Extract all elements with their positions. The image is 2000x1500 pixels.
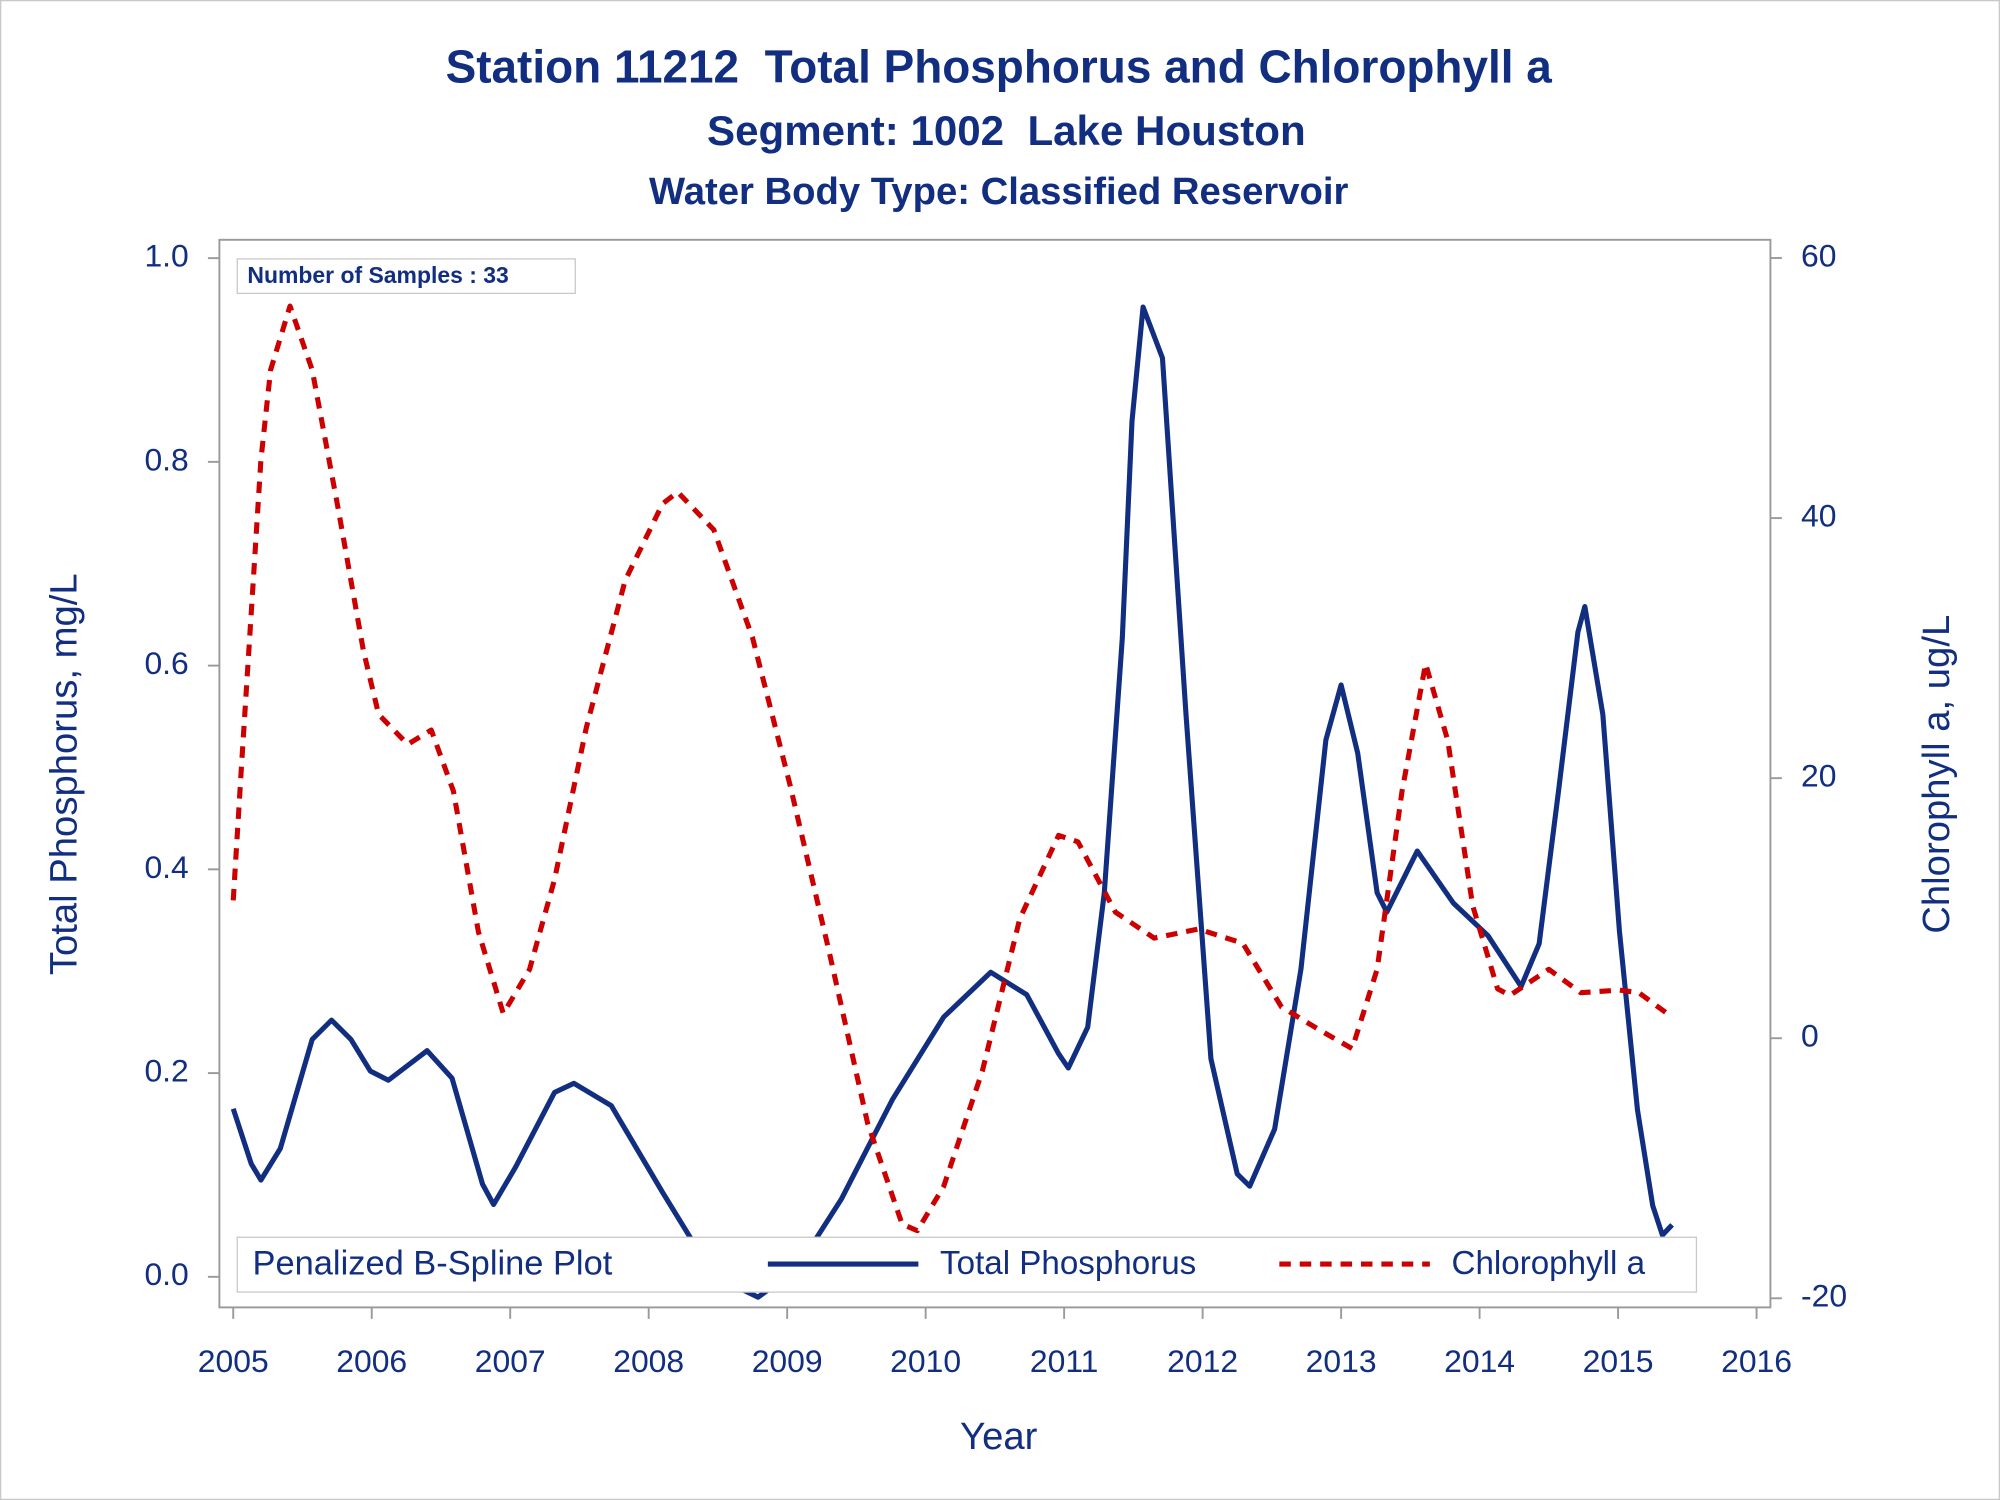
y-axis-label: Total Phosphorus, mg/L xyxy=(42,573,85,975)
legend-label: Chlorophyll a xyxy=(1452,1245,1646,1282)
chart-subtitle: Water Body Type: Classified Reservoir xyxy=(649,170,1348,213)
x-tick-label: 2007 xyxy=(475,1343,546,1379)
x-tick-label: 2005 xyxy=(198,1343,269,1379)
y2-tick-label: -20 xyxy=(1801,1278,1847,1314)
x-tick-label: 2011 xyxy=(1030,1343,1099,1379)
annotation: Number of Samples : 33 xyxy=(247,262,508,288)
x-tick-label: 2014 xyxy=(1444,1343,1515,1379)
y2-axis-label: Chlorophyll a, ug/L xyxy=(1915,615,1958,934)
x-axis-label: Year xyxy=(960,1415,1038,1458)
chart-subtitle: Segment: 1002 Lake Houston xyxy=(707,107,1306,154)
x-tick-label: 2008 xyxy=(613,1343,684,1379)
y2-tick-label: 20 xyxy=(1801,758,1836,794)
x-tick-label: 2010 xyxy=(890,1343,961,1379)
y-tick-label: 1.0 xyxy=(144,238,188,274)
y-tick-label: 0.8 xyxy=(144,441,188,477)
x-tick-label: 2013 xyxy=(1306,1343,1377,1379)
y-tick-label: 0.2 xyxy=(144,1053,188,1089)
x-tick-label: 2009 xyxy=(752,1343,823,1379)
y2-tick-label: 40 xyxy=(1801,497,1836,533)
y-tick-label: 0.6 xyxy=(144,645,188,681)
series-line xyxy=(230,303,1673,1234)
chart-title: Station 11212 Total Phosphorus and Chlor… xyxy=(446,40,1553,92)
x-tick-label: 2012 xyxy=(1167,1343,1238,1379)
annotation-frame xyxy=(236,258,576,295)
x-tick-label: 2015 xyxy=(1583,1343,1654,1379)
y2-tick-label: 0 xyxy=(1801,1018,1819,1054)
x-tick-label: 2006 xyxy=(336,1343,407,1379)
annotation-box: Number of Samples : 33 xyxy=(236,258,576,295)
legend: Penalized B-Spline Plot Total Phosphorus C… xyxy=(236,1236,1698,1293)
legend-title: Penalized B-Spline Plot xyxy=(253,1244,613,1282)
y-tick-label: 0.0 xyxy=(144,1256,188,1292)
legend-frame xyxy=(236,1236,1698,1293)
y-tick-label: 0.4 xyxy=(144,849,188,885)
x-tick-label: 2016 xyxy=(1721,1343,1792,1379)
plot-frame xyxy=(218,238,1772,1309)
legend-label: Total Phosphorus xyxy=(940,1245,1196,1282)
y2-tick-label: 60 xyxy=(1801,237,1836,273)
